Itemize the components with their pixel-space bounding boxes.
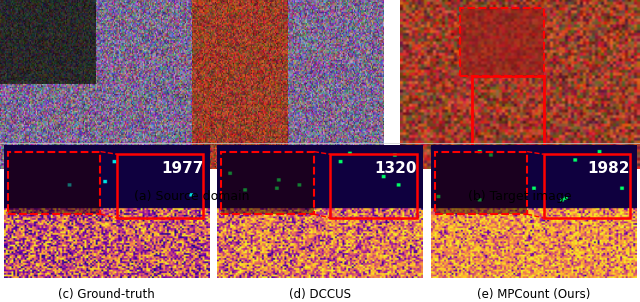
Text: 1320: 1320 xyxy=(374,161,417,176)
Text: (d) DCCUS: (d) DCCUS xyxy=(289,288,351,301)
FancyBboxPatch shape xyxy=(460,8,544,76)
Text: (e) MPCount (Ours): (e) MPCount (Ours) xyxy=(477,288,590,301)
Text: 1982: 1982 xyxy=(588,161,630,176)
Text: (c) Ground-truth: (c) Ground-truth xyxy=(58,288,155,301)
Text: (b) Target image: (b) Target image xyxy=(468,190,572,203)
Bar xyxy=(435,152,527,214)
Bar xyxy=(8,152,100,214)
Bar xyxy=(117,154,204,218)
Bar xyxy=(221,152,314,214)
Text: 1977: 1977 xyxy=(161,161,204,176)
Bar xyxy=(543,154,630,218)
Bar xyxy=(330,154,417,218)
Text: (a) Source domain: (a) Source domain xyxy=(134,190,250,203)
